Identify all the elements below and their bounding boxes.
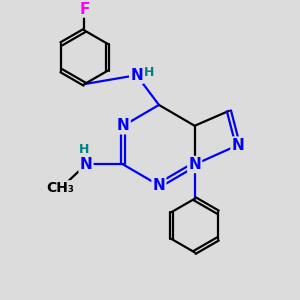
Text: N: N	[188, 157, 201, 172]
Text: F: F	[79, 2, 90, 16]
Text: N: N	[117, 118, 130, 133]
Text: N: N	[130, 68, 143, 83]
Text: N: N	[153, 178, 165, 193]
Text: N: N	[232, 138, 244, 153]
Text: CH₃: CH₃	[47, 181, 75, 195]
Text: H: H	[144, 66, 154, 79]
Text: N: N	[80, 157, 92, 172]
Text: H: H	[79, 142, 90, 155]
